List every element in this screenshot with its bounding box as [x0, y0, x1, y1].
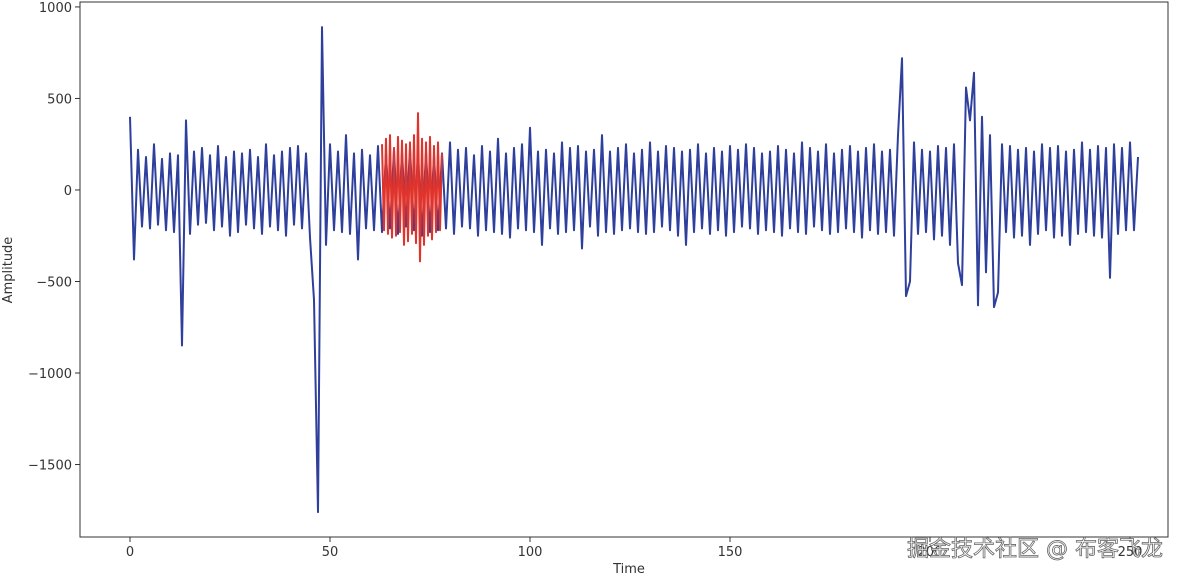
- x-tick-label: 200: [918, 545, 943, 560]
- x-tick-label: 0: [126, 545, 134, 560]
- y-tick-label: 500: [47, 92, 72, 107]
- watermark: 掘金技术社区 @ 布客飞龙: [907, 537, 1163, 562]
- y-tick-label: 0: [64, 184, 72, 199]
- y-tick-label: −1000: [28, 367, 72, 382]
- plot-frame: [79, 1, 1169, 538]
- y-tick-label: 1000: [39, 1, 72, 16]
- x-tick-label: 100: [518, 545, 543, 560]
- y-tick-label: −1500: [28, 459, 72, 474]
- signal-line: [129, 26, 1139, 514]
- x-axis-label: Time: [612, 562, 645, 577]
- x-tick-label: 250: [1118, 545, 1143, 560]
- x-tick-label: 150: [718, 545, 743, 560]
- y-axis-label: Amplitude: [1, 237, 16, 304]
- y-tick-label: −500: [36, 275, 72, 290]
- signal-line: [381, 112, 443, 263]
- x-tick-label: 50: [322, 545, 339, 560]
